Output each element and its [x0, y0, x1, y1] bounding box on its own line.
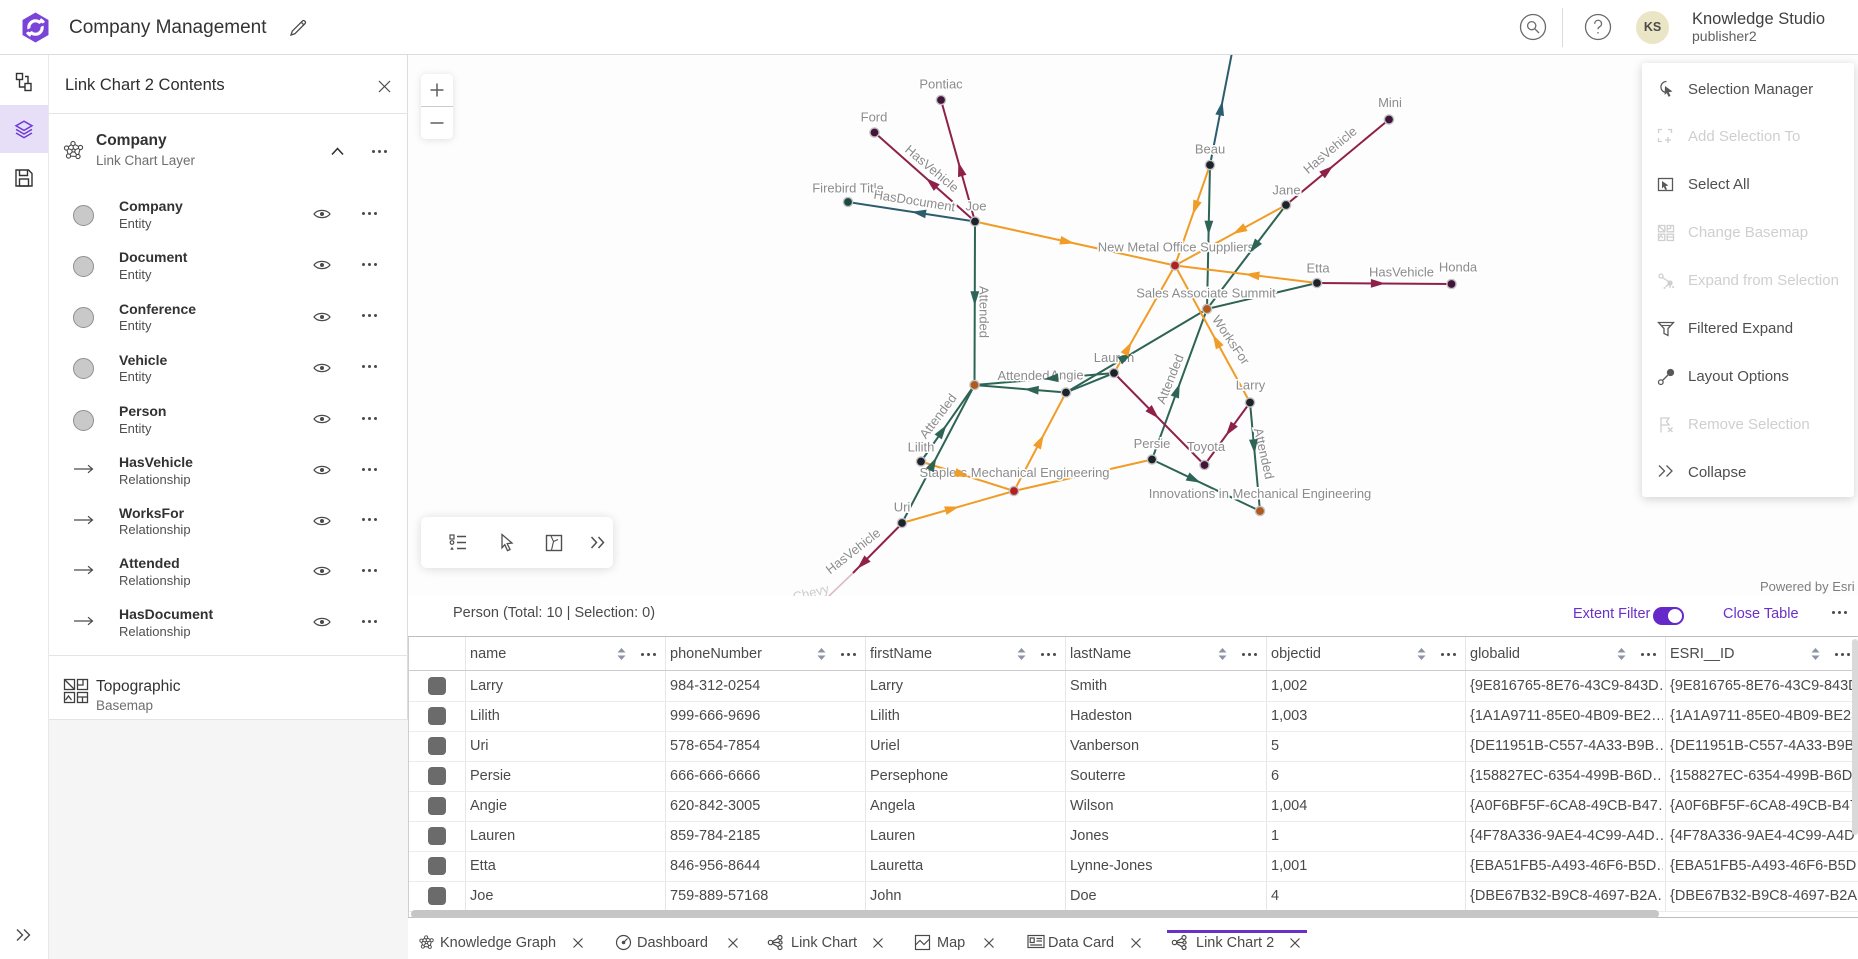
svg-text:Attended: Attended — [997, 368, 1049, 383]
svg-text:Mini: Mini — [1378, 95, 1402, 110]
svg-text:Etta: Etta — [1306, 261, 1330, 276]
svg-text:Ford: Ford — [861, 110, 888, 125]
svg-text:Chevy: Chevy — [791, 581, 831, 596]
svg-text:Lilith: Lilith — [908, 440, 935, 455]
svg-text:New Metal Office Suppliers: New Metal Office Suppliers — [1098, 240, 1255, 255]
svg-text:Joe: Joe — [966, 199, 987, 214]
svg-text:Sales Associate Summit: Sales Associate Summit — [1136, 286, 1276, 301]
svg-text:Innovations in Mechanical Engi: Innovations in Mechanical Engineering — [1149, 486, 1372, 501]
svg-text:Beau: Beau — [1195, 142, 1225, 157]
svg-text:Firebird Title: Firebird Title — [812, 181, 884, 196]
svg-text:Jane: Jane — [1272, 183, 1300, 198]
svg-text:Attended: Attended — [977, 286, 992, 338]
svg-text:Uri: Uri — [894, 500, 911, 515]
svg-text:Pontiac: Pontiac — [919, 77, 963, 92]
svg-text:Persie: Persie — [1134, 436, 1171, 451]
svg-text:Toyota: Toyota — [1187, 439, 1226, 454]
svg-text:HasDocument: HasDocument — [873, 187, 957, 215]
svg-text:HasVehicle: HasVehicle — [1369, 264, 1434, 279]
svg-text:Larry: Larry — [1236, 378, 1266, 393]
svg-text:Honda: Honda — [1439, 260, 1478, 275]
svg-text:Staplers Mechanical Engineerin: Staplers Mechanical Engineering — [919, 465, 1109, 480]
